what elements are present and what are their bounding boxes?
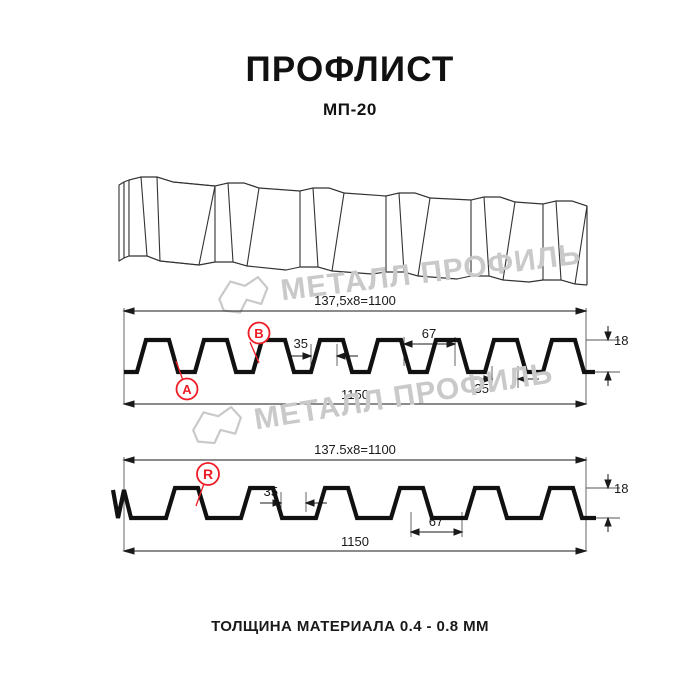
profile-r-height-text: 18 <box>614 481 628 496</box>
callout-r-label: R <box>203 466 213 482</box>
profile-r-rib-dimension <box>260 499 327 507</box>
page-title: ПРОФЛИСТ <box>245 50 455 89</box>
callout-b-label: B <box>254 326 263 341</box>
profile-r-valley-dimension <box>409 528 464 536</box>
profile-a-top-dimension-line <box>122 307 588 315</box>
profile-a-rib-width-secondary-text: 35 <box>475 381 489 396</box>
profile-r-top-dimension-text: 137.5x8=1100 <box>314 442 396 457</box>
profile-a-valley-width-text: 67 <box>422 326 436 341</box>
profile-a-height-text: 18 <box>614 333 628 348</box>
profile-a-section-outline <box>124 337 595 375</box>
sheet-bottom-profile-line <box>129 255 588 286</box>
profile-a-witness-lines <box>123 308 620 404</box>
profile-a-valley-dimension <box>402 340 457 348</box>
callout-r: R <box>195 462 220 507</box>
profile-a-bottom-dimension-text: 1150 <box>341 387 369 402</box>
model-designation: МП-20 <box>323 100 377 119</box>
profile-r-height-dimension <box>604 474 612 532</box>
profile-r-bottom-dimension-text: 1150 <box>341 534 369 549</box>
profile-a-height-dimension <box>604 326 612 386</box>
footer-block: ТОЛЩИНА МАТЕРИАЛА 0.4 - 0.8 ММ <box>0 618 700 635</box>
profile-a-rib-dimension <box>290 352 358 360</box>
callout-a: A <box>175 360 199 401</box>
profile-a-bottom-dimension-line <box>122 400 588 408</box>
title-block: ПРОФЛИСТ МП-20 <box>0 52 700 118</box>
profile-a-top-dimension-text: 137,5x8=1100 <box>314 293 396 308</box>
profile-a-rib-width-text: 35 <box>294 336 308 351</box>
profile-r-bottom-dimension-line <box>122 547 588 555</box>
profile-a-rib-dimension-secondary <box>471 375 539 383</box>
callout-a-label: A <box>182 382 192 397</box>
callout-b: B <box>247 321 271 364</box>
profile-r-witness-lines <box>123 457 620 551</box>
material-thickness-note: ТОЛЩИНА МАТЕРИАЛА 0.4 - 0.8 ММ <box>211 618 489 635</box>
profile-r-section-outline <box>110 485 596 521</box>
sheet-top-profile-line <box>128 176 588 207</box>
profile-r-top-dimension-line <box>122 456 588 464</box>
